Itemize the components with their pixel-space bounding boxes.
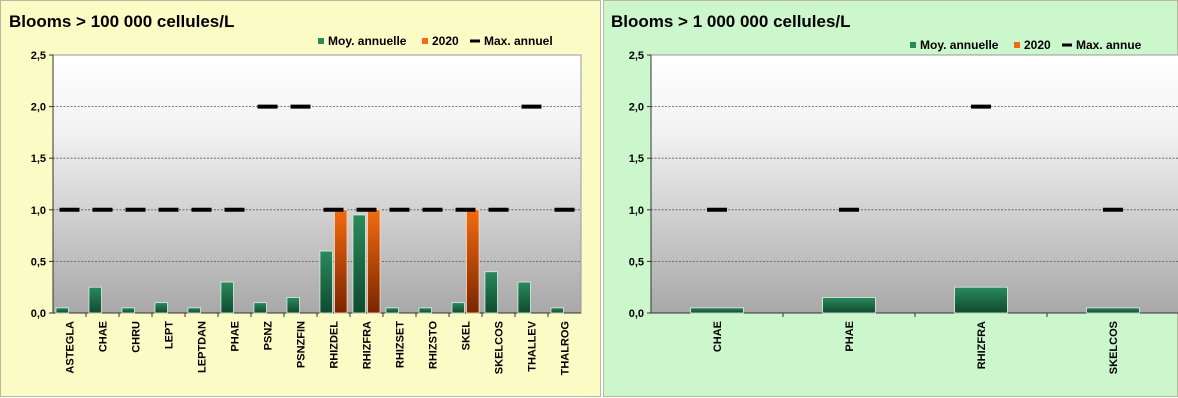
x-tick-label: LEPTDAN	[197, 321, 209, 373]
legend-label: Max. annuel	[484, 34, 553, 48]
bar-moy-annuelle	[385, 307, 399, 314]
x-tick-label: PSNZFIN	[296, 321, 308, 368]
x-tick-label: THALLEV	[527, 320, 539, 371]
bar-moy-annuelle	[517, 281, 531, 314]
y-tick-label: 2,0	[31, 102, 46, 114]
y-tick-label: 0,5	[629, 256, 644, 268]
legend-swatch-moy	[318, 38, 324, 44]
legend-label: 2020	[432, 34, 459, 48]
bar-2020	[367, 209, 381, 314]
bar-2020	[466, 209, 480, 314]
chart-100k-svg: 0,0 0,5 1,0 1,5 2,0 2,5 ASTEGLA CHAE CHRU LEPT LEP…	[9, 12, 582, 375]
bar-moy-annuelle	[550, 307, 564, 314]
bar-moy-annuelle	[55, 307, 69, 314]
bar-moy-annuelle	[187, 307, 201, 314]
y-tick-label: 1,0	[629, 205, 644, 217]
legend-label: 2020	[1024, 38, 1051, 52]
x-tick-label: SKELCOS	[1108, 321, 1120, 374]
x-tick-label: LEPT	[164, 321, 176, 349]
y-tick-label: 0,0	[31, 308, 46, 320]
y-tick-label: 0,0	[629, 308, 644, 320]
bar-moy-annuelle	[253, 302, 267, 314]
x-tick-label: RHIZSET	[395, 321, 407, 368]
x-tick-label: RHIZDEL	[329, 321, 341, 369]
x-tick-label: CHAE	[98, 321, 110, 352]
legend-label: Moy. annuelle	[920, 38, 999, 52]
x-tick-label: RHIZFRA	[362, 321, 374, 369]
bar-moy-annuelle	[484, 271, 498, 314]
x-tick-label: SKELCOS	[494, 321, 506, 374]
legend-swatch-2020	[422, 38, 428, 44]
y-tick-label: 0,5	[31, 256, 46, 268]
x-tick-label: ASTEGLA	[65, 321, 77, 374]
x-tick-label: SKEL	[461, 321, 473, 351]
legend-swatch-2020	[1014, 42, 1020, 48]
chart-panel-100k: 0,0 0,5 1,0 1,5 2,0 2,5 ASTEGLA CHAE CHRU LEPT LEP…	[0, 0, 601, 397]
chart-1m-svg: 0,0 0,5 1,0 1,5 2,0 2,5 CHAE PHAE RHIZFRA SKELCOS…	[611, 12, 1178, 374]
bar-moy-annuelle	[319, 250, 333, 314]
chart-panel-1m: 0,0 0,5 1,0 1,5 2,0 2,5 CHAE PHAE RHIZFRA SKELCOS…	[603, 0, 1178, 397]
chart-title: Blooms > 1 000 000 cellules/L	[611, 12, 851, 31]
bar-moy-annuelle	[88, 286, 102, 314]
legend-label: Max. annue	[1076, 38, 1142, 52]
y-tick-label: 2,5	[629, 50, 644, 62]
x-tick-label: PHAE	[844, 321, 856, 352]
bar-moy-annuelle	[1086, 307, 1140, 314]
x-tick-label: THALROG	[560, 321, 572, 375]
x-tick-label: RHIZFRA	[976, 321, 988, 369]
x-tick-label: RHIZSTO	[428, 321, 440, 370]
plot-area	[52, 54, 582, 314]
y-tick-label: 1,5	[31, 153, 46, 165]
x-tick-label: PHAE	[230, 321, 242, 352]
y-tick-label: 1,5	[629, 153, 644, 165]
plot-area	[650, 54, 1178, 314]
x-tick-label: PSNZ	[263, 321, 275, 351]
bar-moy-annuelle	[220, 281, 234, 314]
bar-moy-annuelle	[822, 297, 876, 314]
x-tick-label: CHRU	[131, 321, 143, 353]
y-tick-label: 2,5	[31, 50, 46, 62]
chart-title: Blooms > 100 000 cellules/L	[9, 12, 234, 31]
legend-label: Moy. annuelle	[328, 34, 407, 48]
bar-moy-annuelle	[121, 307, 135, 314]
x-tick-label: CHAE	[712, 321, 724, 352]
bar-moy-annuelle	[286, 297, 300, 314]
bar-moy-annuelle	[352, 214, 366, 314]
bar-2020	[334, 209, 348, 314]
legend-swatch-moy	[910, 42, 916, 48]
bar-moy-annuelle	[451, 302, 465, 314]
y-tick-label: 2,0	[629, 102, 644, 114]
y-tick-label: 1,0	[31, 205, 46, 217]
bar-moy-annuelle	[154, 302, 168, 314]
bar-moy-annuelle	[954, 286, 1008, 314]
bar-moy-annuelle	[690, 307, 744, 314]
bar-moy-annuelle	[418, 307, 432, 314]
